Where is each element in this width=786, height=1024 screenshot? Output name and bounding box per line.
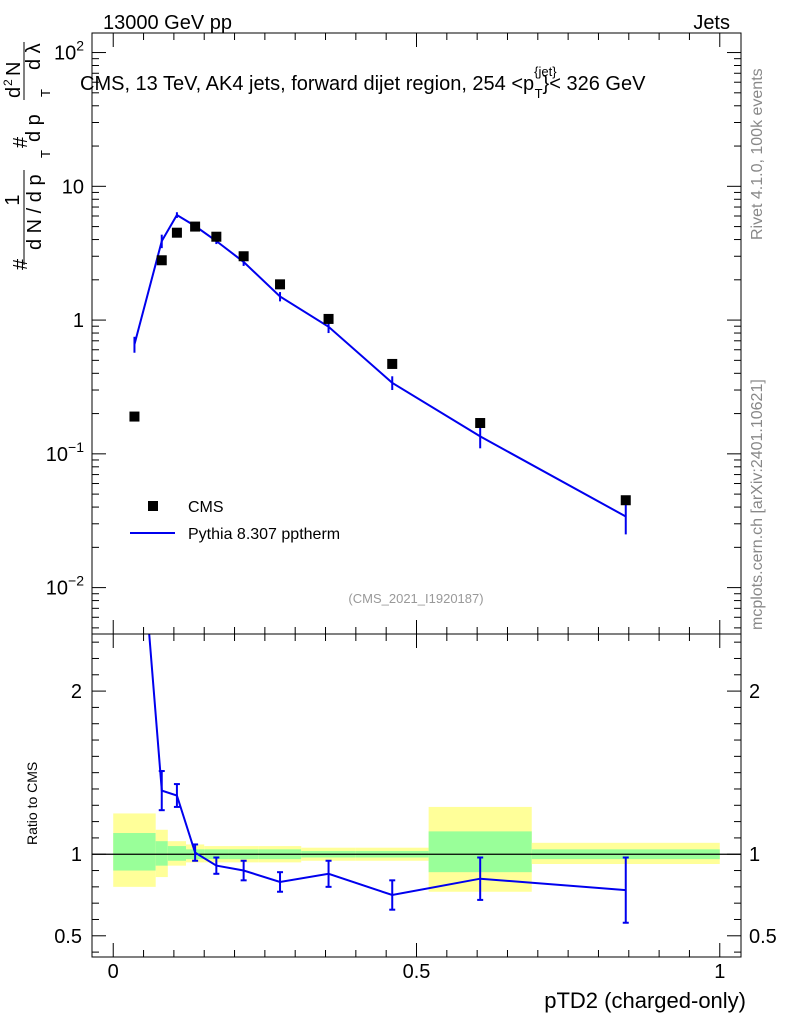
main-y-axis-label: # 1 d N / d p T # d p T d 2 N d λ [1, 42, 53, 270]
legend: CMS Pythia 8.307 pptherm [130, 499, 340, 543]
main-y-tick-label: 102 [54, 38, 84, 65]
side-label-bottom: mcplots.cern.ch [arXiv:2401.10621] [749, 379, 766, 630]
x-tick-label: 1 [714, 961, 725, 983]
ylabel-2-sup: 2 [1, 79, 15, 86]
x-tick-label: 0.5 [403, 961, 431, 983]
ratio-band-inner-2 [167, 846, 187, 861]
cms-data-point [475, 418, 486, 429]
ratio-y-tick-label: 2 [71, 681, 82, 703]
ylabel-n: N [3, 62, 25, 76]
legend-label-pythia: Pythia 8.307 pptherm [188, 526, 340, 543]
plot-title-end: }< 326 GeV [543, 73, 647, 95]
ylabel-dlambda: d λ [23, 43, 45, 70]
x-tick-label: 0 [108, 961, 119, 983]
ylabel-one: 1 [2, 194, 24, 205]
ratio-series-group [148, 634, 629, 924]
cms-data-point [171, 227, 182, 238]
ylabel-t-sub-2: T [38, 89, 53, 97]
plot-title-sup: {jet} [534, 64, 557, 79]
ratio-y-tick-label-right: 0.5 [749, 926, 777, 948]
cms-data-point [275, 279, 286, 290]
ratio-y-tick-label: 0.5 [54, 926, 82, 948]
main-plot-layer [129, 212, 631, 535]
ylabel-dpt: d p [23, 114, 45, 142]
ylabel-t-sub-1: T [38, 150, 53, 158]
ylabel-hash-2: # [10, 136, 32, 148]
ylabel-dn-dpt: d N / d p [24, 174, 46, 250]
side-label-top: Rivet 4.1.0, 100k events [749, 68, 766, 240]
cms-data-point [190, 221, 201, 232]
cms-data-point [211, 231, 222, 242]
ratio-y-tick-label: 1 [71, 844, 82, 866]
cms-data-point [238, 251, 249, 262]
axes-layer: 10−2 10−1 1 10 102 0 0.5 1 0.5 0.5 1 1 2 2 [46, 32, 777, 983]
x-axis-label: pTD2 (charged-only) [544, 988, 746, 1013]
ratio-plot-frame [91, 633, 742, 958]
header-right: Jets [693, 12, 730, 34]
main-plot-frame [91, 32, 742, 635]
cms-data-point [387, 358, 398, 369]
ratio-band-layer [113, 806, 720, 892]
ratio-y-tick-label-right: 1 [749, 844, 760, 866]
ratio-y-axis-label: Ratio to CMS [24, 762, 40, 845]
legend-label-cms: CMS [188, 499, 224, 516]
ratio-band-inner-0 [113, 833, 156, 871]
cms-data-point [620, 495, 631, 506]
main-y-tick-label: 10−1 [46, 439, 84, 466]
main-y-tick-label: 1 [73, 310, 84, 332]
pythia-line [133, 213, 627, 518]
pythia-ratio-line [148, 634, 626, 897]
main-y-tick-label: 10−2 [46, 573, 84, 600]
plot-title-sub: T [535, 86, 543, 101]
plot-title: CMS, 13 TeV, AK4 jets, forward dijet reg… [80, 64, 646, 101]
ylabel-d: d [3, 87, 25, 98]
legend-marker-cms [148, 501, 158, 511]
cms-data-point [156, 255, 167, 266]
ratio-band-inner-1 [155, 841, 168, 866]
cms-data-point [323, 313, 334, 324]
plot-title-main: CMS, 13 TeV, AK4 jets, forward dijet reg… [80, 73, 534, 95]
header-left: 13000 GeV pp [103, 12, 232, 34]
watermark-label: (CMS_2021_I1920187) [348, 591, 483, 606]
ratio-y-tick-label-right: 2 [749, 681, 760, 703]
cms-data-point [129, 411, 140, 422]
ylabel-hash-1: # [10, 258, 32, 270]
main-y-tick-label: 10 [62, 176, 84, 198]
ratio-plot-layer [92, 634, 741, 924]
